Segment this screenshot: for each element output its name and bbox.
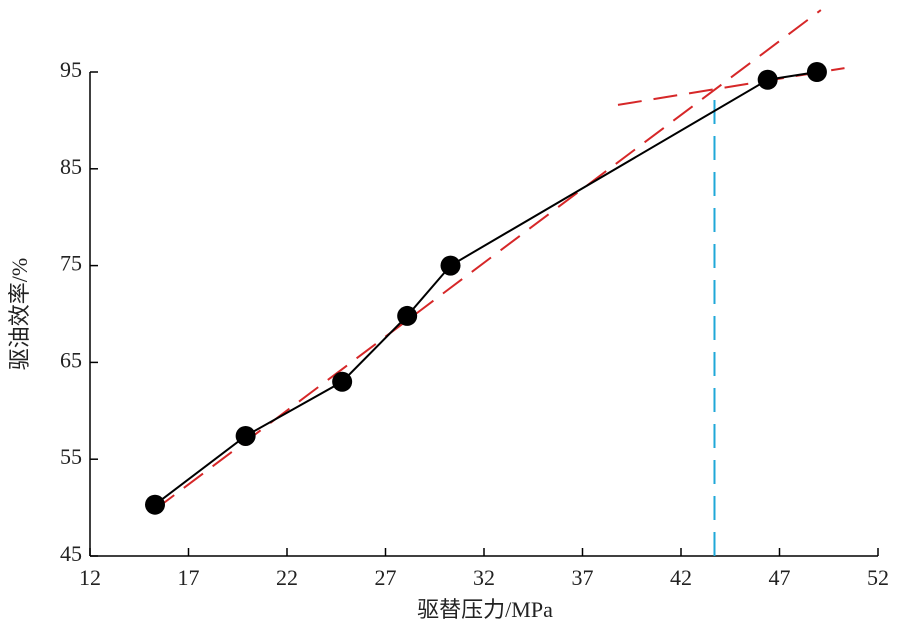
x-tick-label: 42 <box>670 565 692 590</box>
x-tick-label: 32 <box>473 565 495 590</box>
data-point <box>235 425 256 446</box>
x-tick-label: 12 <box>79 565 101 590</box>
x-tick-label: 17 <box>178 565 200 590</box>
data-point <box>806 62 827 82</box>
y-tick-label: 75 <box>60 251 82 276</box>
x-tick-label: 37 <box>572 565 594 590</box>
x-axis-label: 驱替压力/MPa <box>417 597 553 622</box>
trend-line <box>154 9 822 511</box>
y-tick-label: 85 <box>60 154 82 179</box>
y-tick-label: 55 <box>60 444 82 469</box>
x-tick-label: 52 <box>867 565 889 590</box>
data-point <box>757 69 778 90</box>
y-tick-label: 45 <box>60 541 82 566</box>
data-point <box>145 494 166 515</box>
y-tick-label: 65 <box>60 347 82 372</box>
y-tick-label: 95 <box>60 57 82 82</box>
data-point <box>397 305 418 326</box>
x-tick-label: 47 <box>769 565 791 590</box>
x-tick-label: 27 <box>375 565 397 590</box>
x-tick-label: 22 <box>276 565 298 590</box>
data-point <box>440 255 461 276</box>
data-point <box>332 371 353 392</box>
y-axis-label: 驱油效率/% <box>7 258 32 370</box>
